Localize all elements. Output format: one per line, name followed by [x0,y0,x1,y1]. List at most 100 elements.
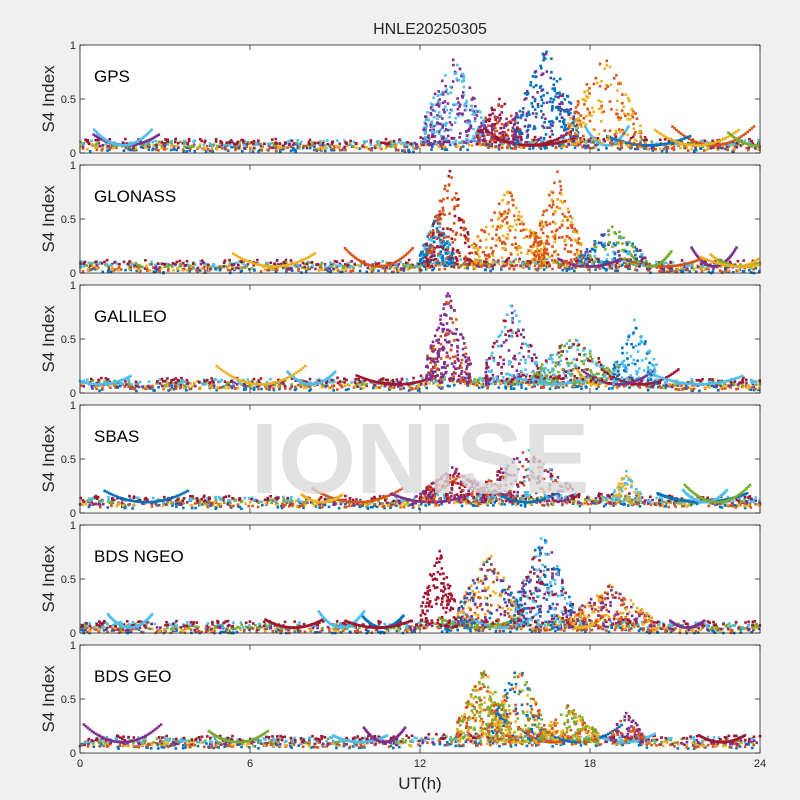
data-point [288,267,291,270]
data-point [533,264,537,268]
data-point [599,107,603,110]
data-point [645,138,648,142]
data-point [272,144,276,147]
data-point [436,117,439,120]
data-point [608,65,612,69]
data-point [600,80,603,83]
data-point [743,139,747,142]
data-point [750,145,753,148]
data-point [678,139,681,142]
data-point [365,140,368,143]
data-point [443,267,447,271]
data-point [115,262,119,265]
data-point [470,244,474,247]
data-point [666,136,670,140]
data-point [634,253,637,257]
data-point [237,266,240,270]
data-point [497,386,501,389]
data-point [490,144,493,148]
data-point [584,123,588,126]
data-point [449,91,453,94]
data-point [479,239,482,242]
data-point [134,261,138,265]
data-point [602,266,605,270]
data-point [96,145,99,149]
data-point [419,140,423,143]
data-point [608,129,612,133]
data-point [481,129,484,132]
data-point [488,140,492,143]
data-point [542,138,546,142]
data-point [610,136,613,140]
data-point [391,143,394,147]
data-point [742,133,745,137]
data-point [473,119,477,123]
data-point [639,140,642,143]
data-point [685,143,689,146]
data-point [113,261,116,264]
data-point [457,78,461,82]
data-point [488,133,492,136]
data-point [459,132,462,135]
data-point [489,269,492,273]
data-point [238,144,241,147]
data-point [289,149,293,153]
data-point [567,122,570,125]
data-point [673,142,677,146]
data-point [289,259,293,262]
data-point [302,144,305,148]
data-point [142,146,145,150]
data-point [513,236,517,239]
data-point [432,96,435,100]
data-point [433,240,436,244]
data-point [543,250,546,253]
data-point [417,262,421,266]
data-point [717,143,720,147]
data-point [268,146,271,150]
data-point [420,143,423,147]
data-point [258,148,262,152]
data-point [363,145,367,149]
data-point [631,135,635,139]
data-point [634,130,637,134]
data-point [576,100,580,103]
data-point [404,141,407,145]
data-point [542,58,545,62]
data-point [139,142,142,145]
data-point [646,147,650,151]
data-point [416,389,420,392]
data-point [463,259,467,263]
data-point [235,142,238,146]
data-point [643,147,646,150]
data-point [615,142,618,146]
data-point [206,263,210,267]
data-point [530,140,533,144]
data-point [92,133,95,136]
data-point [81,147,85,150]
data-point [189,147,192,150]
data-point [627,113,631,117]
data-point [349,143,353,147]
data-point [170,139,173,143]
data-point [474,105,477,108]
data-point [429,143,433,147]
data-point [481,250,485,254]
data-point [445,256,449,260]
data-point [616,146,620,150]
data-point [467,245,471,249]
data-point [163,144,166,148]
data-point [553,240,556,244]
data-point [185,146,189,149]
data-point [456,63,459,67]
data-point [454,233,458,236]
data-point [536,103,540,106]
data-point [459,148,462,151]
data-point [480,116,483,119]
data-point [165,147,169,151]
data-point [360,146,363,149]
data-point [181,142,185,145]
y-axis-label: S4 Index [39,185,58,253]
data-point [700,270,704,273]
data-point [542,101,545,105]
